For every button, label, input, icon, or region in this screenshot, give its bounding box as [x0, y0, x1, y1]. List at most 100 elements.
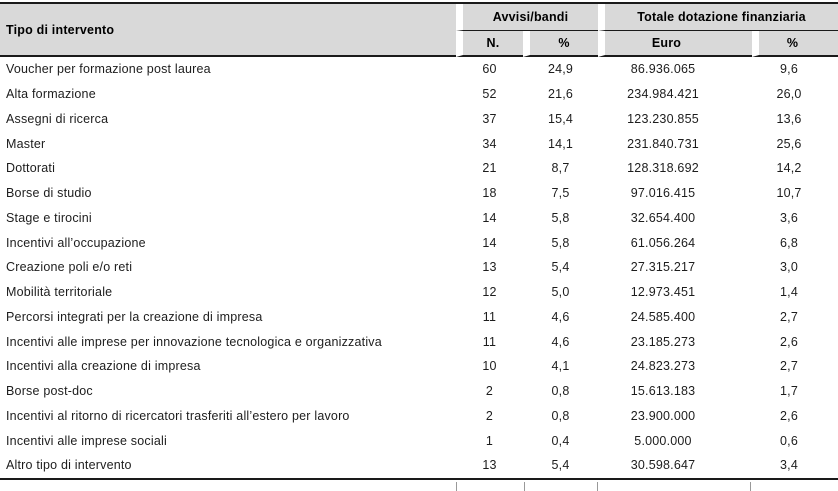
avvisi-pct-cell: 14,1: [547, 136, 574, 151]
table-row: Alta formazione 52 21,6 234.984.421 26,0: [0, 82, 838, 107]
table-row: Incentivi all’occupazione 14 5,8 61.056.…: [0, 230, 838, 255]
avvisi-n-cell: 12: [482, 285, 497, 300]
intervention-type-cell: Incentivi alle imprese per innovazione t…: [6, 334, 382, 349]
header-n: N.: [456, 31, 523, 57]
bottom-column-tick: [597, 482, 598, 491]
table-row: Incentivi al ritorno di ricercatori tras…: [0, 404, 838, 429]
finanziaria-pct-cell: 1,7: [780, 384, 798, 399]
avvisi-n-cell: 1: [485, 433, 494, 448]
intervention-type-cell: Incentivi alla creazione di impresa: [6, 359, 201, 374]
avvisi-n-cell: 14: [482, 210, 497, 225]
finanziaria-pct-cell: 26,0: [776, 87, 802, 102]
intervention-type-cell: Stage e tirocini: [6, 210, 92, 225]
finanziaria-pct-cell: 9,6: [780, 62, 798, 77]
avvisi-pct-cell: 5,8: [551, 235, 570, 250]
intervention-table: Tipo di intervento Avvisi/bandi Totale d…: [0, 2, 838, 480]
intervention-type-cell: Assegni di ricerca: [6, 111, 109, 126]
finanziaria-pct-cell: 13,6: [776, 111, 802, 126]
finanziaria-pct-cell: 2,6: [780, 334, 798, 349]
intervention-type-cell: Master: [6, 136, 46, 151]
intervention-type-cell: Borse post-doc: [6, 384, 93, 399]
table-row: Incentivi alla creazione di impresa 10 4…: [0, 354, 838, 379]
finanziaria-pct-cell: 14,2: [776, 161, 802, 176]
euro-cell: 5.000.000: [634, 433, 692, 448]
avvisi-n-cell: 2: [485, 408, 494, 423]
intervention-type-cell: Alta formazione: [6, 87, 96, 102]
euro-cell: 86.936.065: [630, 62, 696, 77]
header-euro: Euro: [598, 31, 753, 57]
euro-cell: 128.318.692: [627, 161, 699, 176]
intervention-type-cell: Borse di studio: [6, 186, 92, 201]
bottom-column-tick: [750, 482, 751, 491]
table-row: Dottorati 21 8,7 128.318.692 14,2: [0, 156, 838, 181]
avvisi-n-cell: 52: [482, 87, 497, 102]
table-row: Incentivi alle imprese per innovazione t…: [0, 329, 838, 354]
intervention-type-cell: Voucher per formazione post laurea: [6, 62, 211, 77]
avvisi-n-cell: 13: [482, 458, 497, 473]
avvisi-n-cell: 2: [485, 384, 494, 399]
group-header-row: Tipo di intervento Avvisi/bandi Totale d…: [0, 4, 838, 57]
euro-cell: 15.613.183: [630, 384, 696, 399]
header-pct-finanziaria: %: [752, 31, 838, 57]
finanziaria-pct-cell: 2,7: [780, 359, 798, 374]
avvisi-n-cell: 10: [482, 359, 497, 374]
euro-cell: 23.900.000: [630, 408, 696, 423]
finanziaria-pct-cell: 3,4: [780, 458, 798, 473]
avvisi-pct-cell: 0,4: [551, 433, 570, 448]
intervention-type-cell: Incentivi all’occupazione: [6, 235, 146, 250]
avvisi-pct-cell: 24,9: [547, 62, 574, 77]
intervention-type-cell: Incentivi al ritorno di ricercatori tras…: [6, 408, 350, 423]
header-totale-dotazione-finanziaria: Totale dotazione finanziaria: [598, 4, 838, 31]
finanziaria-pct-cell: 3,0: [780, 260, 798, 275]
euro-cell: 231.840.731: [627, 136, 699, 151]
avvisi-n-cell: 11: [482, 309, 497, 324]
table-row: Borse di studio 18 7,5 97.016.415 10,7: [0, 181, 838, 206]
euro-cell: 97.016.415: [630, 186, 696, 201]
bottom-column-tick: [456, 482, 457, 491]
intervention-type-cell: Altro tipo di intervento: [6, 458, 132, 473]
avvisi-n-cell: 37: [482, 111, 497, 126]
bottom-column-tick: [524, 482, 525, 491]
euro-cell: 30.598.647: [630, 458, 696, 473]
finanziaria-pct-cell: 2,7: [780, 309, 798, 324]
avvisi-pct-cell: 7,5: [551, 186, 570, 201]
table-row: Altro tipo di intervento 13 5,4 30.598.6…: [0, 453, 838, 478]
avvisi-n-cell: 60: [482, 62, 497, 77]
table-row: Percorsi integrati per la creazione di i…: [0, 305, 838, 330]
avvisi-n-cell: 14: [482, 235, 497, 250]
header-tipo-di-intervento: Tipo di intervento: [0, 4, 456, 57]
intervention-type-cell: Creazione poli e/o reti: [6, 260, 133, 275]
euro-cell: 61.056.264: [630, 235, 696, 250]
intervention-type-cell: Mobilità territoriale: [6, 285, 113, 300]
euro-cell: 32.654.400: [630, 210, 696, 225]
euro-cell: 23.185.273: [630, 334, 696, 349]
intervention-type-cell: Dottorati: [6, 161, 56, 176]
euro-cell: 123.230.855: [627, 111, 699, 126]
finanziaria-pct-cell: 1,4: [780, 285, 798, 300]
finanziaria-pct-cell: 25,6: [776, 136, 802, 151]
finanziaria-pct-cell: 10,7: [776, 186, 802, 201]
avvisi-n-cell: 13: [482, 260, 497, 275]
finanziaria-pct-cell: 0,6: [780, 433, 798, 448]
avvisi-pct-cell: 0,8: [551, 384, 570, 399]
avvisi-n-cell: 34: [482, 136, 497, 151]
header-avvisi-bandi: Avvisi/bandi: [456, 4, 599, 31]
table-row: Master 34 14,1 231.840.731 25,6: [0, 131, 838, 156]
intervention-type-cell: Percorsi integrati per la creazione di i…: [6, 309, 263, 324]
avvisi-pct-cell: 5,4: [551, 458, 570, 473]
table-row: Borse post-doc 2 0,8 15.613.183 1,7: [0, 379, 838, 404]
table-header: Tipo di intervento Avvisi/bandi Totale d…: [0, 4, 838, 57]
table-row: Mobilità territoriale 12 5,0 12.973.451 …: [0, 280, 838, 305]
euro-cell: 24.585.400: [630, 309, 696, 324]
avvisi-pct-cell: 5,8: [551, 210, 570, 225]
avvisi-pct-cell: 4,1: [551, 359, 570, 374]
avvisi-pct-cell: 4,6: [551, 309, 570, 324]
table-row: Incentivi alle imprese sociali 1 0,4 5.0…: [0, 428, 838, 453]
euro-cell: 12.973.451: [630, 285, 696, 300]
avvisi-n-cell: 11: [482, 334, 497, 349]
avvisi-pct-cell: 8,7: [551, 161, 570, 176]
table-body: Voucher per formazione post laurea 60 24…: [0, 57, 838, 478]
euro-cell: 27.315.217: [630, 260, 696, 275]
finanziaria-pct-cell: 6,8: [780, 235, 798, 250]
